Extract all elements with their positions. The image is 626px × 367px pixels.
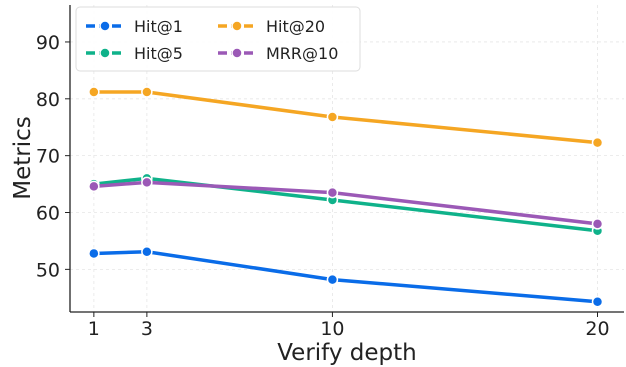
series-line <box>92 176 600 233</box>
data-point <box>591 136 604 149</box>
data-point <box>326 273 339 286</box>
data-point <box>141 86 153 98</box>
y-axis-title: Metrics <box>10 116 36 200</box>
series <box>88 86 604 308</box>
data-point <box>591 296 604 308</box>
legend-label: Hit@1 <box>134 17 183 36</box>
tick-labels: 1 3 10 20 50 60 70 80 90 <box>36 32 610 340</box>
data-point <box>326 186 339 199</box>
y-tick-label: 90 <box>36 32 60 54</box>
series-line <box>92 249 600 304</box>
legend-swatch-marker <box>231 20 243 32</box>
legend: Hit@1 Hit@5 Hit@20 MRR@10 <box>75 6 361 72</box>
data-point <box>141 245 153 258</box>
x-tick-label: 20 <box>585 318 609 340</box>
legend-label: MRR@10 <box>266 44 338 63</box>
y-tick-label: 80 <box>36 89 60 111</box>
x-tick-label: 1 <box>88 318 100 340</box>
x-axis-title: Verify depth <box>277 340 417 366</box>
legend-label: Hit@5 <box>134 44 183 63</box>
legend-swatch-marker <box>231 47 243 59</box>
series-line <box>92 180 600 226</box>
legend-label: Hit@20 <box>266 17 325 36</box>
y-tick-label: 60 <box>36 203 60 225</box>
data-point <box>88 247 100 260</box>
legend-swatch-marker <box>99 20 111 32</box>
data-point <box>326 111 339 123</box>
legend-box <box>75 6 361 72</box>
x-tick-label: 10 <box>320 318 344 340</box>
data-point <box>88 86 100 98</box>
x-tick-label: 3 <box>141 318 153 340</box>
legend-swatch-marker <box>99 47 111 59</box>
axes <box>69 5 624 313</box>
y-tick-label: 50 <box>36 259 60 281</box>
y-tick-label: 70 <box>36 146 60 168</box>
series-line <box>92 90 600 145</box>
data-point <box>141 176 153 189</box>
data-point <box>591 218 604 230</box>
data-point <box>88 180 100 193</box>
